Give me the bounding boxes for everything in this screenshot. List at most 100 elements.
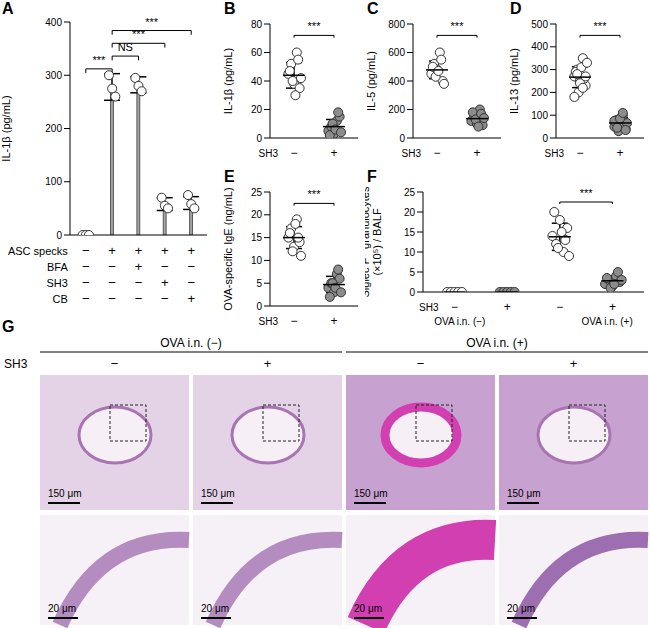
svg-text:+: +: [473, 146, 480, 160]
svg-text:20: 20: [251, 104, 263, 115]
svg-text:***: ***: [145, 16, 159, 28]
svg-text:150 μm: 150 μm: [507, 488, 541, 499]
svg-text:−: −: [290, 146, 297, 160]
svg-text:−: −: [111, 356, 119, 371]
svg-text:OVA-specific IgE (ng/mL): OVA-specific IgE (ng/mL): [222, 187, 234, 310]
svg-text:600: 600: [388, 47, 405, 58]
svg-text:300: 300: [531, 64, 548, 75]
svg-text:***: ***: [308, 20, 322, 32]
svg-text:+: +: [330, 146, 337, 160]
svg-text:15: 15: [404, 227, 416, 238]
svg-text:+: +: [161, 275, 169, 290]
svg-text:100: 100: [45, 176, 62, 187]
svg-text:0: 0: [256, 133, 262, 144]
svg-text:25: 25: [251, 187, 263, 198]
svg-text:60: 60: [251, 47, 263, 58]
svg-text:+: +: [135, 259, 143, 274]
svg-text:80: 80: [251, 19, 263, 30]
svg-text:+: +: [187, 243, 195, 258]
svg-text:150 μm: 150 μm: [201, 488, 235, 499]
svg-text:IL-13 (pg/mL): IL-13 (pg/mL): [508, 48, 520, 114]
svg-text:SH3: SH3: [402, 148, 422, 159]
svg-text:0: 0: [409, 287, 415, 298]
svg-text:0: 0: [256, 301, 262, 312]
svg-text:CB: CB: [53, 293, 68, 305]
svg-text:***: ***: [594, 20, 608, 32]
svg-text:10: 10: [251, 255, 263, 266]
svg-text:−: −: [135, 291, 143, 305]
svg-text:+: +: [264, 356, 272, 371]
svg-text:20: 20: [251, 209, 263, 220]
svg-text:−: −: [82, 259, 90, 274]
svg-text:+: +: [108, 243, 116, 258]
svg-text:+: +: [504, 300, 511, 314]
svg-text:OVA i.n. (−): OVA i.n. (−): [160, 336, 221, 350]
svg-text:−: −: [161, 259, 169, 274]
svg-text:0: 0: [56, 230, 62, 241]
svg-text:SH3: SH3: [8, 357, 28, 371]
svg-text:−: −: [187, 259, 195, 274]
svg-text:400: 400: [388, 76, 405, 87]
svg-text:SH3: SH3: [545, 148, 565, 159]
svg-text:***: ***: [308, 188, 322, 200]
svg-text:20: 20: [404, 207, 416, 218]
svg-text:−: −: [82, 291, 90, 305]
svg-text:10: 10: [404, 247, 416, 258]
svg-text:150 μm: 150 μm: [354, 488, 388, 499]
svg-text:−: −: [417, 356, 425, 371]
svg-text:20 μm: 20 μm: [507, 603, 535, 614]
svg-text:100: 100: [531, 110, 548, 121]
svg-text:−: −: [135, 275, 143, 290]
svg-text:+: +: [135, 243, 143, 258]
svg-text:−: −: [290, 314, 297, 328]
svg-text:300: 300: [45, 70, 62, 81]
svg-text:OVA i.n. (−): OVA i.n. (−): [434, 316, 485, 327]
svg-text:200: 200: [45, 123, 62, 134]
svg-text:400: 400: [531, 41, 548, 52]
svg-text:−: −: [82, 275, 90, 290]
svg-text:ASC specks: ASC specks: [8, 245, 68, 257]
svg-text:SH3: SH3: [259, 148, 279, 159]
svg-text:+: +: [609, 300, 616, 314]
svg-text:IL-5 (pg/mL): IL-5 (pg/mL): [365, 51, 377, 111]
svg-text:15: 15: [251, 232, 263, 243]
svg-text:−: −: [82, 243, 90, 258]
svg-text:+: +: [616, 146, 623, 160]
svg-text:0: 0: [399, 133, 405, 144]
svg-text:800: 800: [388, 19, 405, 30]
svg-text:20 μm: 20 μm: [201, 603, 229, 614]
svg-text:500: 500: [531, 19, 548, 30]
svg-text:−: −: [108, 275, 116, 290]
svg-text:0: 0: [542, 133, 548, 144]
svg-text:200: 200: [531, 87, 548, 98]
svg-text:SH3: SH3: [419, 302, 439, 313]
svg-text:IL-1β (pg/mL): IL-1β (pg/mL): [8, 95, 12, 161]
svg-text:40: 40: [251, 76, 263, 87]
svg-text:200: 200: [388, 104, 405, 115]
svg-text:***: ***: [93, 54, 107, 66]
svg-text:+: +: [187, 291, 195, 305]
svg-text:OVA i.n. (+): OVA i.n. (+): [582, 316, 633, 327]
svg-text:−: −: [556, 300, 563, 314]
svg-text:20 μm: 20 μm: [354, 603, 382, 614]
svg-text:NS: NS: [118, 41, 133, 53]
svg-text:−: −: [187, 275, 195, 290]
svg-text:+: +: [570, 356, 578, 371]
svg-text:***: ***: [132, 28, 146, 40]
svg-text:IL-1β (pg/mL): IL-1β (pg/mL): [222, 48, 234, 114]
svg-text:−: −: [161, 291, 169, 305]
svg-text:150 μm: 150 μm: [48, 488, 82, 499]
svg-text:400: 400: [45, 17, 62, 28]
svg-text:SH3: SH3: [259, 316, 279, 327]
svg-text:−: −: [108, 259, 116, 274]
svg-text:−: −: [433, 146, 440, 160]
svg-text:−: −: [108, 291, 116, 305]
svg-text:5: 5: [409, 267, 415, 278]
svg-text:+: +: [330, 314, 337, 328]
svg-text:Siglec F⁺ granulocytes(×10⁵) /: Siglec F⁺ granulocytes(×10⁵) / BALF: [365, 186, 383, 297]
svg-text:BFA: BFA: [47, 261, 68, 273]
svg-text:SH3: SH3: [46, 277, 67, 289]
svg-text:***: ***: [451, 20, 465, 32]
svg-text:20 μm: 20 μm: [48, 603, 76, 614]
svg-text:OVA i.n. (+): OVA i.n. (+): [466, 336, 527, 350]
